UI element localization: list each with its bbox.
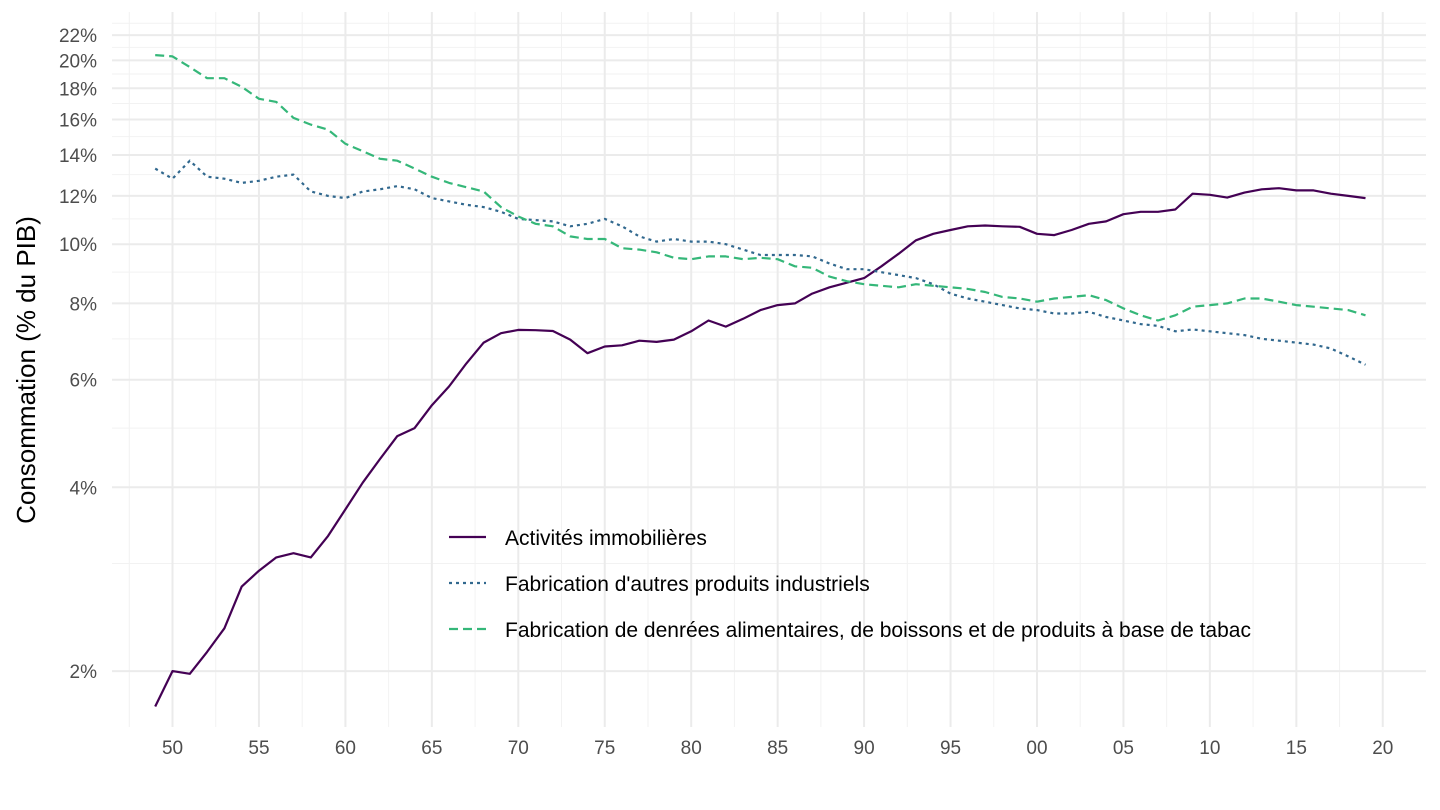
legend-label-fabrication-autres-produits: Fabrication d'autres produits industriel…	[505, 573, 870, 596]
x-tick-label: 75	[594, 738, 615, 759]
y-tick-label: 6%	[70, 371, 98, 392]
x-axis-ticks: 50 55 60 65 70 75 80 85 90 95 00 05 10 15 20	[162, 738, 1393, 759]
x-tick-label: 15	[1286, 738, 1307, 759]
y-tick-label: 14%	[59, 146, 97, 167]
x-tick-label: 60	[335, 738, 356, 759]
y-axis-title: Consommation (% du PIB)	[11, 216, 41, 524]
series-line-1	[154, 159, 1366, 366]
legend-label-activites-immobilieres: Activités immobilières	[505, 527, 707, 550]
x-tick-label: 50	[162, 738, 183, 759]
legend-item-activites-immobilieres: Activités immobilières	[449, 527, 707, 550]
x-tick-label: 65	[421, 738, 442, 759]
series-line-2	[155, 54, 1366, 322]
y-tick-label: 10%	[59, 235, 97, 256]
grid-major	[112, 12, 1426, 727]
x-tick-label: 10	[1199, 738, 1220, 759]
x-tick-label: 05	[1113, 738, 1134, 759]
y-tick-label: 18%	[59, 79, 97, 100]
y-tick-label: 20%	[59, 51, 97, 72]
series-layer	[154, 54, 1366, 707]
x-tick-label: 20	[1372, 738, 1393, 759]
x-tick-label: 00	[1026, 738, 1047, 759]
y-tick-label: 22%	[59, 26, 97, 47]
x-tick-label: 90	[854, 738, 875, 759]
legend: Activités immobilières Fabrication d'aut…	[449, 527, 1251, 642]
legend-label-fabrication-denrees-alimentaires: Fabrication de denrées alimentaires, de …	[505, 619, 1251, 642]
x-tick-label: 70	[508, 738, 529, 759]
y-tick-label: 16%	[59, 111, 97, 132]
y-tick-label: 12%	[59, 187, 97, 208]
x-tick-label: 80	[681, 738, 702, 759]
legend-item-fabrication-autres-produits: Fabrication d'autres produits industriel…	[449, 573, 870, 596]
legend-item-fabrication-denrees-alimentaires: Fabrication de denrées alimentaires, de …	[449, 619, 1251, 642]
x-tick-label: 85	[767, 738, 788, 759]
y-tick-label: 8%	[70, 294, 98, 315]
x-tick-label: 95	[940, 738, 961, 759]
y-tick-label: 4%	[70, 478, 98, 499]
grid-minor	[112, 12, 1426, 727]
y-tick-label: 2%	[70, 662, 98, 683]
x-tick-label: 55	[248, 738, 269, 759]
series-line-0	[154, 187, 1366, 707]
y-axis-ticks: 2% 4% 6% 8% 10% 12% 14% 16% 18% 20% 22%	[59, 26, 97, 683]
